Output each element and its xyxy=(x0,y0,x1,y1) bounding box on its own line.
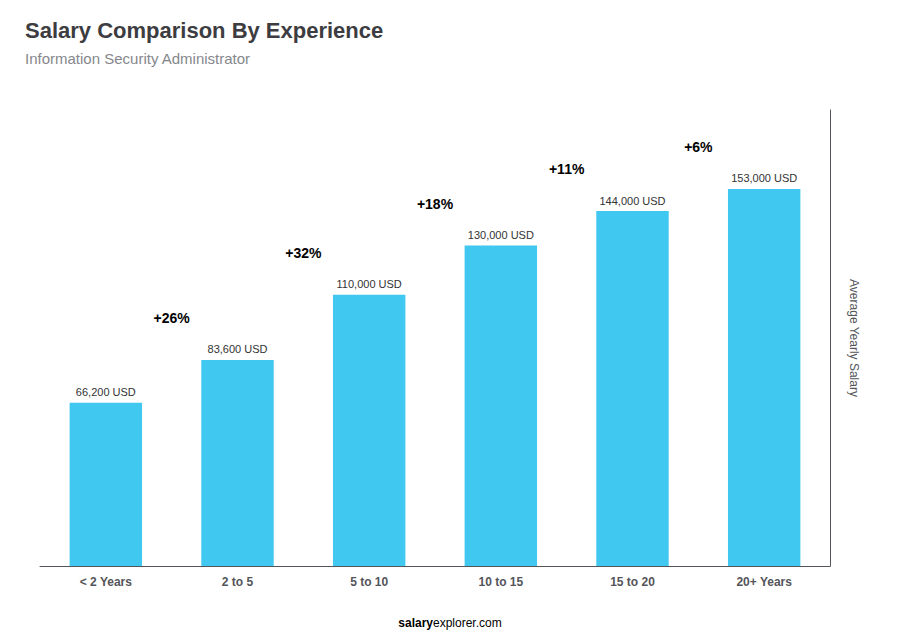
svg-text:153,000 USD: 153,000 USD xyxy=(731,172,797,184)
svg-text:+6%: +6% xyxy=(684,139,713,155)
svg-text:15 to 20: 15 to 20 xyxy=(610,575,655,589)
svg-text:Information Security Administr: Information Security Administrator xyxy=(25,50,250,67)
svg-text:144,000 USD: 144,000 USD xyxy=(599,195,665,207)
svg-text:+11%: +11% xyxy=(549,161,585,177)
svg-text:+18%: +18% xyxy=(417,196,454,212)
svg-text:Salary Comparison By Experienc: Salary Comparison By Experience xyxy=(25,18,383,43)
svg-text:66,200 USD: 66,200 USD xyxy=(76,386,136,398)
svg-text:< 2 Years: < 2 Years xyxy=(80,575,132,589)
svg-text:Average Yearly Salary: Average Yearly Salary xyxy=(847,279,861,397)
svg-text:83,600 USD: 83,600 USD xyxy=(208,343,268,355)
svg-text:explorer.com: explorer.com xyxy=(433,616,502,630)
svg-text:salary: salary xyxy=(398,616,433,630)
svg-text:5 to 10: 5 to 10 xyxy=(350,575,388,589)
svg-text:110,000 USD: 110,000 USD xyxy=(337,278,402,290)
svg-text:130,000 USD: 130,000 USD xyxy=(468,229,534,241)
svg-text:20+ Years: 20+ Years xyxy=(736,575,792,589)
svg-text:2 to 5: 2 to 5 xyxy=(222,575,254,589)
svg-text:+32%: +32% xyxy=(285,245,322,261)
svg-text:10 to 15: 10 to 15 xyxy=(478,575,523,589)
svg-text:+26%: +26% xyxy=(154,310,191,326)
